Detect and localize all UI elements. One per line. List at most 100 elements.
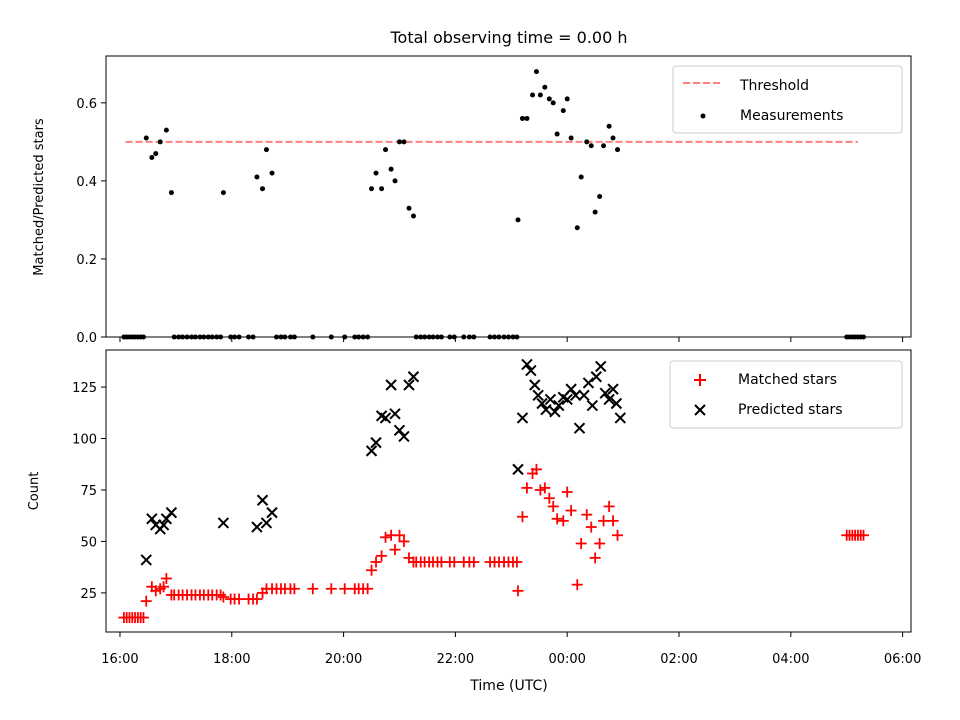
matched-marker [543,492,555,504]
measurement-point [396,139,402,145]
measurement-point [568,135,574,141]
predicted-marker [614,412,627,424]
matched-marker [589,552,601,564]
legend-matched-label: Matched stars [738,372,837,388]
measurement-point [373,170,379,176]
bottom-x-ticks: 16:00 18:00 20:00 22:00 00:00 02:00 04:00 06:00 [101,632,921,667]
bottom-legend: Matched stars Predicted stars [669,360,903,429]
measurement-point [601,143,607,149]
measurement-point [554,131,560,137]
measurement-point [180,334,186,340]
measurement-point [418,334,424,340]
matched-marker [251,593,263,605]
matched-marker [448,556,460,568]
measurement-point [274,334,280,340]
measurement-point [560,108,566,114]
measurement-point [519,115,525,121]
bottom-legend-box [669,360,903,429]
measurement-point [413,334,419,340]
bottom-y-ticks: 25 50 75 100 125 [72,381,106,602]
measurement-point [606,123,612,129]
measurement-point [578,174,584,180]
top-x-ticks [119,337,904,342]
matched-marker [288,583,300,595]
y-tick-label: 0.6 [76,97,97,112]
matched-marker [857,529,869,541]
measurement-point [542,84,548,90]
measurement-point [530,92,536,98]
y-tick-label: 100 [72,433,97,448]
y-tick-label: 125 [72,381,97,396]
measurement-point [171,334,177,340]
measurement-point [197,334,203,340]
x-tick-label: 02:00 [660,652,697,667]
top-legend: Threshold Measurements [672,65,903,134]
measurement-point [328,334,334,340]
predicted-marker [370,436,382,449]
measurement-point [524,115,530,121]
measurement-point [430,334,436,340]
predicted-marker [529,379,541,391]
matched-marker [370,556,382,568]
measurement-point [592,209,598,215]
matched-marker [468,556,480,568]
measurement-point [201,334,207,340]
predicted-marker [398,430,410,443]
x-axis-label: Time (UTC) [469,678,547,694]
measurement-point [597,194,603,199]
measurement-point [205,334,211,340]
measurement-point [487,334,493,340]
measurement-point [236,334,242,340]
matched-marker [547,500,559,512]
matched-marker [398,535,410,547]
measurement-point [143,135,149,141]
measurement-point [514,334,520,340]
predicted-marker [217,517,230,529]
measurement-point [588,143,594,149]
matched-marker [585,521,597,533]
bottom-plot-area [105,349,912,633]
measurement-point [610,135,616,141]
measurement-point [392,178,398,184]
measurement-point [149,154,155,160]
y-tick-label: 0.2 [76,253,97,268]
legend-threshold-label: Threshold [739,78,809,94]
measurement-point [189,334,195,340]
predicted-marker [610,397,623,410]
measurement-point [388,166,394,172]
measurement-point [537,92,543,98]
measurement-point [263,147,269,153]
measurement-point [461,334,467,340]
measurement-point [492,334,498,340]
x-tick-label: 04:00 [772,652,809,667]
measurement-point [447,334,453,340]
matched-marker [594,537,606,549]
measurement-point [157,139,163,145]
predicted-marker [573,422,586,434]
matched-marker [393,529,405,541]
predicted-marker [536,397,548,410]
top-panel: 0.0 0.2 0.4 0.6 Matched/Predicted stars Thr… [32,55,912,346]
measurement-point [282,334,288,340]
x-tick-label: 00:00 [548,652,585,667]
measurement-point [406,205,412,211]
measurement-point [168,190,174,196]
measurement-point [214,334,220,340]
measurement-point [220,190,226,196]
measurement-point [246,334,252,340]
measurement-point [342,334,348,340]
top-legend-box [672,65,903,134]
matched-marker [158,581,170,593]
measurement-point [510,334,516,340]
measurement-point [422,334,428,340]
matched-marker [561,486,573,498]
predicted-marker [525,364,537,377]
matched-marker [571,579,583,591]
legend-predicted-swatch [694,404,706,416]
predicted-layer [140,358,627,566]
matched-marker [160,572,172,584]
predicted-marker [389,408,401,420]
measurement-point [564,96,570,102]
predicted-marker [260,517,273,529]
predicted-marker [553,399,565,412]
